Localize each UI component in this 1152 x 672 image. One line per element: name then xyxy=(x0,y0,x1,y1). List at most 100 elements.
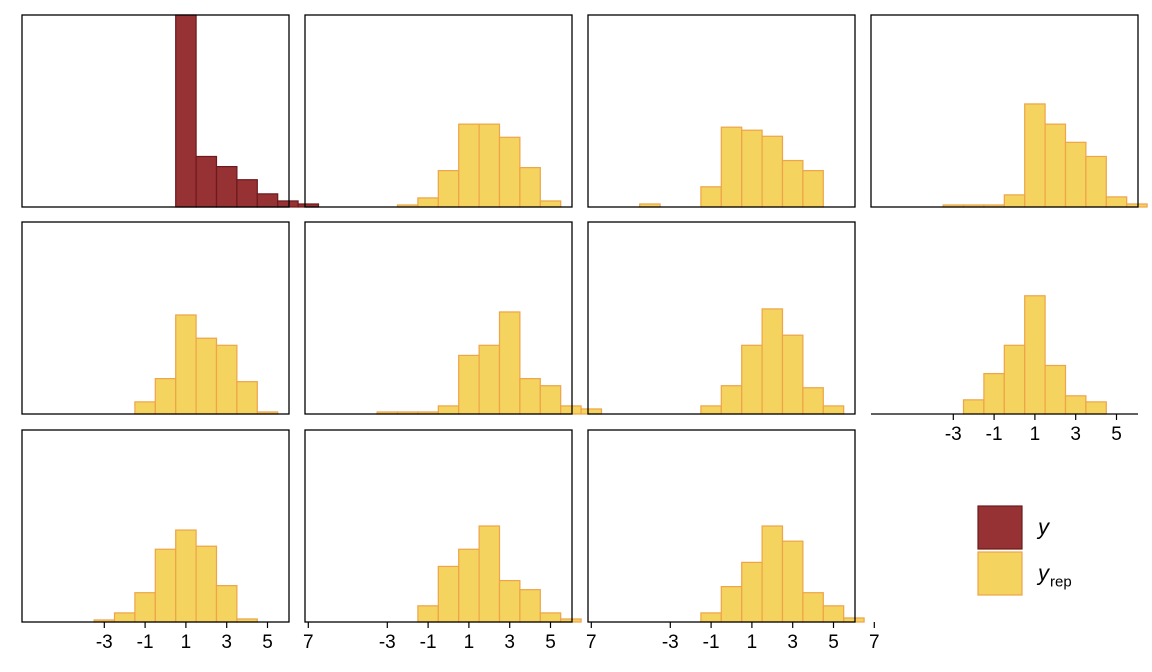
x-tick-label: 5 xyxy=(828,632,839,653)
histogram-bar xyxy=(478,525,501,623)
x-tick-label: 3 xyxy=(787,632,798,653)
histogram-bar xyxy=(560,405,582,415)
histogram-bar xyxy=(700,612,722,623)
histogram-bar xyxy=(802,387,824,415)
histogram-bar xyxy=(215,165,238,208)
panel-frame xyxy=(304,14,573,208)
histogram-bar xyxy=(498,311,521,415)
histogram-bar xyxy=(417,605,439,623)
histogram-bar xyxy=(720,126,743,208)
x-tick-label: 3 xyxy=(221,632,232,653)
histogram-bar xyxy=(498,136,521,208)
histogram-bar xyxy=(720,586,743,623)
histogram-bar xyxy=(761,308,784,415)
histogram-bar xyxy=(195,545,218,623)
legend-swatch-yrep xyxy=(977,551,1023,596)
histogram-bar xyxy=(741,561,763,623)
panel-frame xyxy=(870,14,1139,208)
histogram-bar xyxy=(1024,295,1046,415)
histogram-bar xyxy=(195,337,218,415)
histogram-bar xyxy=(498,579,521,623)
histogram-bar xyxy=(700,186,722,208)
histogram-bar xyxy=(519,589,541,623)
histogram-panel-10: -3 -1 1 3 5 7 xyxy=(304,429,597,653)
histogram-bar xyxy=(175,529,197,623)
histogram-bar xyxy=(458,354,480,415)
histogram-bar xyxy=(720,385,743,415)
histogram-bar xyxy=(437,405,460,415)
histogram-bar xyxy=(802,592,824,623)
histogram-bar xyxy=(154,378,177,415)
histogram-bar xyxy=(539,385,562,415)
histogram-bar xyxy=(1044,123,1067,208)
histogram-bar xyxy=(478,344,501,415)
x-tick-label: 5 xyxy=(262,632,273,653)
histogram-bar xyxy=(458,548,480,623)
histogram-bar xyxy=(437,565,460,623)
histogram-bar xyxy=(539,612,562,623)
x-tick-label: -3 xyxy=(379,632,396,653)
histogram-panel-1 xyxy=(21,14,320,208)
histogram-bar xyxy=(417,197,439,208)
histogram-bar xyxy=(113,612,136,623)
x-tick-label: -1 xyxy=(703,632,720,653)
histogram-bar xyxy=(983,372,1005,415)
panel-frame xyxy=(304,429,573,623)
histogram-bar xyxy=(1085,401,1107,415)
histogram-panel-2 xyxy=(304,14,573,208)
x-tick-label: 7 xyxy=(869,632,880,653)
histogram-bar xyxy=(478,123,501,208)
histogram-bar xyxy=(458,123,480,208)
histogram-bar xyxy=(256,193,279,208)
histogram-panel-6 xyxy=(304,221,603,415)
x-tick-label: 3 xyxy=(504,632,515,653)
panel-frame xyxy=(21,14,290,208)
legend-swatch-y xyxy=(977,505,1023,550)
histogram-bar xyxy=(700,405,722,415)
histogram-panel-4 xyxy=(870,14,1148,208)
histogram-panel-9: -3 -1 1 3 5 7 xyxy=(21,429,314,653)
histogram-bar xyxy=(781,159,804,208)
panel-frame xyxy=(587,221,856,415)
histogram-bar xyxy=(1003,344,1026,415)
x-tick-label: -1 xyxy=(137,632,154,653)
histogram-bar xyxy=(822,605,845,623)
histogram-bar xyxy=(1064,141,1087,208)
x-tick-label: 7 xyxy=(586,632,597,653)
x-tick-label: -3 xyxy=(662,632,679,653)
histogram-bar xyxy=(1003,194,1026,208)
histogram-bar xyxy=(1064,395,1087,415)
histogram-bar xyxy=(1024,103,1046,208)
histogram-bar xyxy=(236,179,258,208)
x-tick-label: 5 xyxy=(545,632,556,653)
histogram-bar xyxy=(741,344,763,415)
histogram-bar xyxy=(741,129,763,208)
histogram-bar xyxy=(1044,364,1067,415)
histogram-bar xyxy=(539,200,562,208)
x-tick-label: 1 xyxy=(1030,424,1041,445)
x-tick-label: -1 xyxy=(986,424,1003,445)
histogram-bar xyxy=(761,525,784,623)
histogram-bar xyxy=(962,399,985,415)
x-tick-label: -3 xyxy=(945,424,962,445)
histogram-bar xyxy=(277,200,299,208)
x-tick-label: 5 xyxy=(1111,424,1122,445)
histogram-bar xyxy=(134,592,156,623)
histogram-bar xyxy=(175,14,197,208)
histogram-bar xyxy=(519,378,541,415)
x-tick-label: 1 xyxy=(747,632,758,653)
x-tick-label: 1 xyxy=(464,632,475,653)
histogram-panel-7 xyxy=(587,221,856,415)
histogram-bar xyxy=(580,408,603,415)
panel-frame xyxy=(304,221,573,415)
histogram-panel-5 xyxy=(21,221,290,415)
histogram-bar xyxy=(437,170,460,208)
x-tick-label: 3 xyxy=(1070,424,1081,445)
histogram-bar xyxy=(781,540,804,623)
histogram-bar xyxy=(195,155,218,208)
histogram-bar xyxy=(519,166,541,208)
